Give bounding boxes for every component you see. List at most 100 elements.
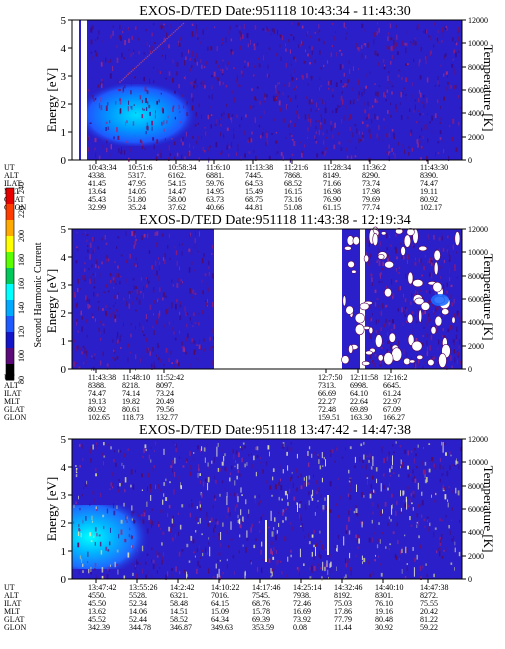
noise-mark bbox=[124, 538, 127, 543]
noise-mark bbox=[427, 113, 428, 116]
noise-mark bbox=[291, 475, 293, 480]
noise-mark bbox=[458, 49, 460, 51]
noise-mark bbox=[457, 32, 459, 34]
panel-2-orbit-table: 11:43:388388.74.4719.1380.92102.6511:48:… bbox=[88, 369, 407, 422]
panel-1-gap-b bbox=[81, 20, 87, 160]
noise-mark bbox=[344, 83, 346, 87]
noise-mark bbox=[318, 459, 320, 465]
noise-mark bbox=[252, 105, 255, 108]
noise-mark bbox=[363, 557, 366, 563]
noise-mark bbox=[456, 461, 459, 464]
noise-mark bbox=[266, 480, 268, 484]
noise-mark bbox=[266, 73, 269, 78]
noise-mark bbox=[138, 299, 141, 305]
noise-mark bbox=[116, 127, 118, 133]
orbit-value: 11:36:2 bbox=[362, 163, 386, 172]
noise-mark bbox=[184, 306, 186, 312]
noise-mark bbox=[139, 139, 142, 143]
noise-mark bbox=[216, 446, 218, 457]
noise-mark bbox=[145, 131, 147, 135]
noise-mark bbox=[177, 27, 180, 29]
noise-mark bbox=[321, 544, 323, 550]
noise-mark bbox=[193, 349, 195, 355]
noise-mark bbox=[172, 327, 174, 331]
noise-mark bbox=[390, 518, 392, 522]
noise-mark bbox=[138, 63, 141, 65]
noise-mark bbox=[377, 253, 385, 260]
noise-mark bbox=[307, 127, 309, 132]
noise-mark bbox=[135, 264, 137, 268]
noise-mark bbox=[323, 457, 325, 460]
noise-mark bbox=[431, 294, 449, 306]
noise-mark bbox=[419, 135, 421, 138]
noise-mark bbox=[89, 532, 92, 537]
noise-mark bbox=[91, 515, 93, 521]
noise-mark bbox=[112, 30, 114, 36]
noise-mark bbox=[210, 114, 213, 117]
orbit-value: 6162. bbox=[168, 171, 186, 180]
noise-mark bbox=[378, 305, 380, 308]
noise-mark bbox=[193, 84, 195, 89]
noise-mark bbox=[376, 260, 378, 263]
noise-mark bbox=[196, 506, 198, 509]
noise-mark bbox=[387, 256, 389, 261]
noise-mark bbox=[416, 139, 419, 144]
panel-3-ytick: 5 bbox=[61, 434, 67, 446]
noise-mark bbox=[366, 455, 369, 458]
orbit-value: 7016. bbox=[211, 591, 229, 600]
noise-mark bbox=[98, 327, 100, 332]
panel-2-segment-1 bbox=[72, 229, 214, 369]
noise-mark bbox=[428, 313, 430, 317]
noise-mark bbox=[151, 547, 153, 550]
noise-mark bbox=[223, 135, 225, 139]
noise-mark bbox=[385, 269, 386, 275]
noise-mark bbox=[119, 24, 121, 30]
noise-mark bbox=[432, 457, 434, 463]
noise-mark bbox=[285, 516, 287, 521]
noise-mark bbox=[388, 516, 390, 520]
noise-mark bbox=[349, 446, 352, 450]
panel-2-noise bbox=[73, 226, 463, 371]
noise-mark bbox=[374, 83, 376, 85]
noise-mark bbox=[178, 42, 181, 47]
noise-mark bbox=[120, 79, 123, 82]
noise-mark bbox=[116, 45, 118, 49]
noise-mark bbox=[222, 82, 225, 85]
noise-mark bbox=[243, 23, 245, 30]
noise-mark bbox=[211, 445, 213, 447]
panel-2-ytick: 4 bbox=[61, 252, 67, 264]
noise-mark bbox=[275, 153, 276, 156]
noise-mark bbox=[321, 151, 324, 155]
noise-mark bbox=[246, 537, 249, 541]
noise-mark bbox=[273, 118, 275, 122]
orbit-value: 72.48 bbox=[318, 405, 336, 414]
noise-mark bbox=[372, 456, 374, 466]
noise-mark bbox=[136, 561, 139, 565]
noise-mark bbox=[185, 110, 187, 115]
noise-mark bbox=[182, 136, 184, 141]
noise-mark bbox=[142, 455, 144, 459]
noise-mark bbox=[240, 487, 242, 493]
noise-mark bbox=[458, 355, 460, 362]
noise-mark bbox=[367, 101, 369, 106]
noise-mark bbox=[106, 147, 108, 153]
noise-mark bbox=[102, 514, 105, 518]
noise-mark bbox=[279, 465, 281, 469]
noise-mark bbox=[161, 542, 163, 546]
noise-mark bbox=[192, 146, 194, 149]
noise-mark bbox=[454, 547, 456, 553]
noise-mark bbox=[307, 83, 310, 86]
noise-mark bbox=[195, 231, 196, 236]
noise-mark bbox=[378, 330, 380, 335]
noise-mark bbox=[101, 40, 103, 43]
panel-2-y2tick: 2000 bbox=[468, 342, 484, 351]
noise-mark bbox=[148, 104, 151, 109]
noise-mark bbox=[430, 259, 433, 265]
noise-mark bbox=[124, 488, 126, 493]
noise-mark bbox=[144, 76, 145, 82]
noise-mark bbox=[283, 510, 285, 513]
noise-mark bbox=[233, 454, 235, 460]
noise-mark bbox=[357, 47, 359, 50]
noise-mark bbox=[397, 308, 399, 312]
noise-mark bbox=[109, 153, 111, 158]
